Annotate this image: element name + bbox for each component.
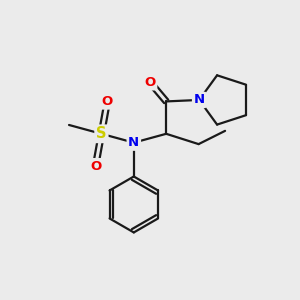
Text: S: S [96, 126, 107, 141]
Text: N: N [128, 136, 140, 149]
Text: O: O [102, 95, 113, 108]
Text: O: O [90, 160, 101, 173]
Text: N: N [194, 93, 205, 106]
Text: O: O [144, 76, 156, 89]
